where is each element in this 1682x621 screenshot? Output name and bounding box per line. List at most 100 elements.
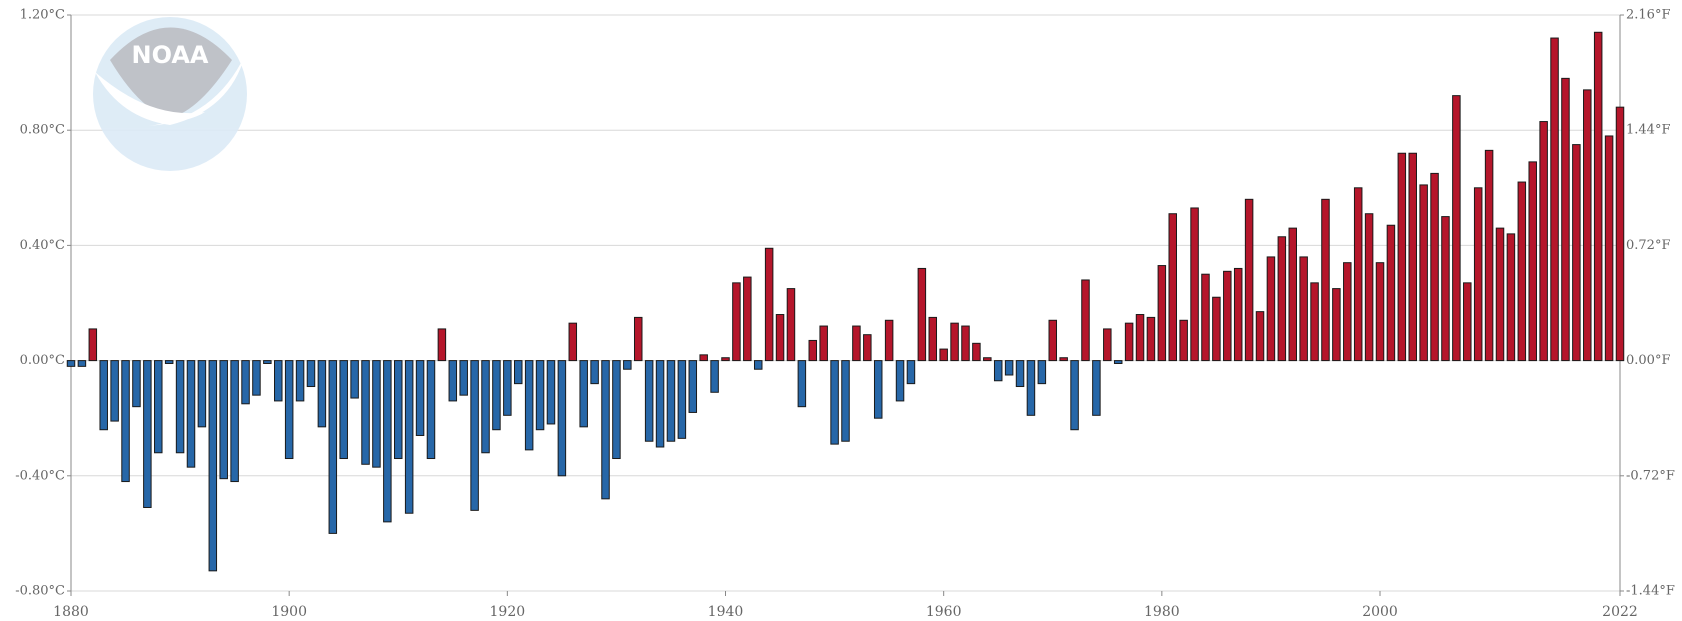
bar — [361, 360, 370, 465]
bar — [1081, 279, 1090, 362]
bar — [1233, 267, 1243, 362]
bar — [721, 357, 730, 362]
bar — [317, 360, 327, 428]
bar — [1375, 262, 1385, 362]
logo: NOAA — [93, 17, 247, 171]
y2-tick-label: 0.72°F — [1626, 238, 1670, 253]
bar — [1037, 360, 1047, 385]
bar — [1364, 213, 1374, 362]
bar — [699, 354, 708, 362]
bar — [1517, 181, 1527, 362]
bar — [328, 360, 338, 534]
bar — [917, 267, 927, 362]
x-tick-label: 1980 — [1144, 604, 1180, 620]
bar — [1223, 270, 1232, 362]
bar — [1397, 152, 1407, 362]
bar — [492, 360, 501, 431]
bar — [666, 360, 676, 442]
x-tick-label: 2022 — [1602, 604, 1638, 620]
bar — [1583, 89, 1592, 362]
bar — [1615, 106, 1625, 362]
y-tick-label: 0.40°C — [20, 238, 65, 253]
bar — [481, 360, 490, 454]
bar — [1408, 152, 1417, 362]
bar — [143, 360, 152, 508]
x-tick-label: 1920 — [490, 604, 526, 620]
bar — [274, 360, 283, 402]
bar — [1048, 319, 1058, 362]
bar — [197, 360, 207, 428]
bar — [950, 322, 959, 362]
bar — [775, 314, 785, 362]
bar — [383, 360, 392, 523]
x-tick-label: 1900 — [271, 604, 307, 620]
x-tick-label: 2000 — [1362, 604, 1398, 620]
bar — [1528, 161, 1537, 362]
bar — [404, 360, 414, 514]
x-tick-label: 1960 — [926, 604, 962, 620]
bar — [841, 360, 850, 442]
bar — [1103, 328, 1112, 362]
bar — [1004, 360, 1014, 376]
bar — [1332, 288, 1341, 362]
bar — [1604, 135, 1614, 362]
bar — [1561, 77, 1570, 362]
bar — [972, 342, 981, 362]
bar — [1353, 187, 1363, 362]
bar — [961, 325, 970, 362]
bar — [1092, 360, 1101, 416]
y-tick-label: -0.40°C — [15, 468, 65, 483]
bar — [132, 360, 141, 408]
y2-tick-label: 1.44°F — [1626, 123, 1670, 138]
logo-bird — [110, 27, 232, 118]
bar — [415, 360, 425, 436]
bar — [1212, 296, 1221, 362]
bar — [252, 360, 261, 396]
bar — [753, 360, 763, 370]
bar — [219, 360, 228, 480]
bar — [764, 247, 774, 362]
bar — [448, 360, 458, 402]
bar — [339, 360, 348, 460]
bar — [263, 360, 272, 364]
bar — [590, 360, 599, 385]
bar — [426, 360, 436, 460]
bar — [819, 325, 828, 362]
y2-tick-label: -1.44°F — [1626, 584, 1675, 599]
bar — [906, 360, 916, 385]
bar — [208, 360, 218, 572]
bar — [1484, 149, 1494, 362]
y-tick-label: 0.80°C — [20, 123, 65, 138]
bar — [732, 282, 741, 362]
bar — [1026, 360, 1036, 416]
bar — [1201, 273, 1210, 362]
bar — [394, 360, 403, 460]
bar — [1168, 213, 1178, 362]
bar — [1463, 282, 1472, 362]
bar — [884, 319, 894, 362]
bar — [993, 360, 1003, 382]
bar — [1135, 314, 1145, 362]
bar — [524, 360, 534, 451]
bar — [623, 360, 632, 370]
bar — [743, 276, 752, 362]
bar — [1419, 184, 1428, 362]
bar — [710, 360, 719, 393]
bar — [579, 360, 588, 428]
bar — [852, 325, 861, 362]
logo-text: NOAA — [132, 41, 209, 69]
bar — [688, 360, 698, 413]
bar — [1550, 37, 1559, 362]
bar — [99, 360, 108, 431]
bar — [939, 348, 948, 362]
bar — [557, 360, 567, 477]
bar — [77, 360, 87, 367]
bar — [808, 339, 818, 362]
bar — [830, 360, 839, 445]
bar — [1146, 316, 1156, 362]
bar — [503, 360, 512, 416]
bar — [655, 360, 665, 448]
bar — [230, 360, 239, 483]
bar — [470, 360, 479, 511]
